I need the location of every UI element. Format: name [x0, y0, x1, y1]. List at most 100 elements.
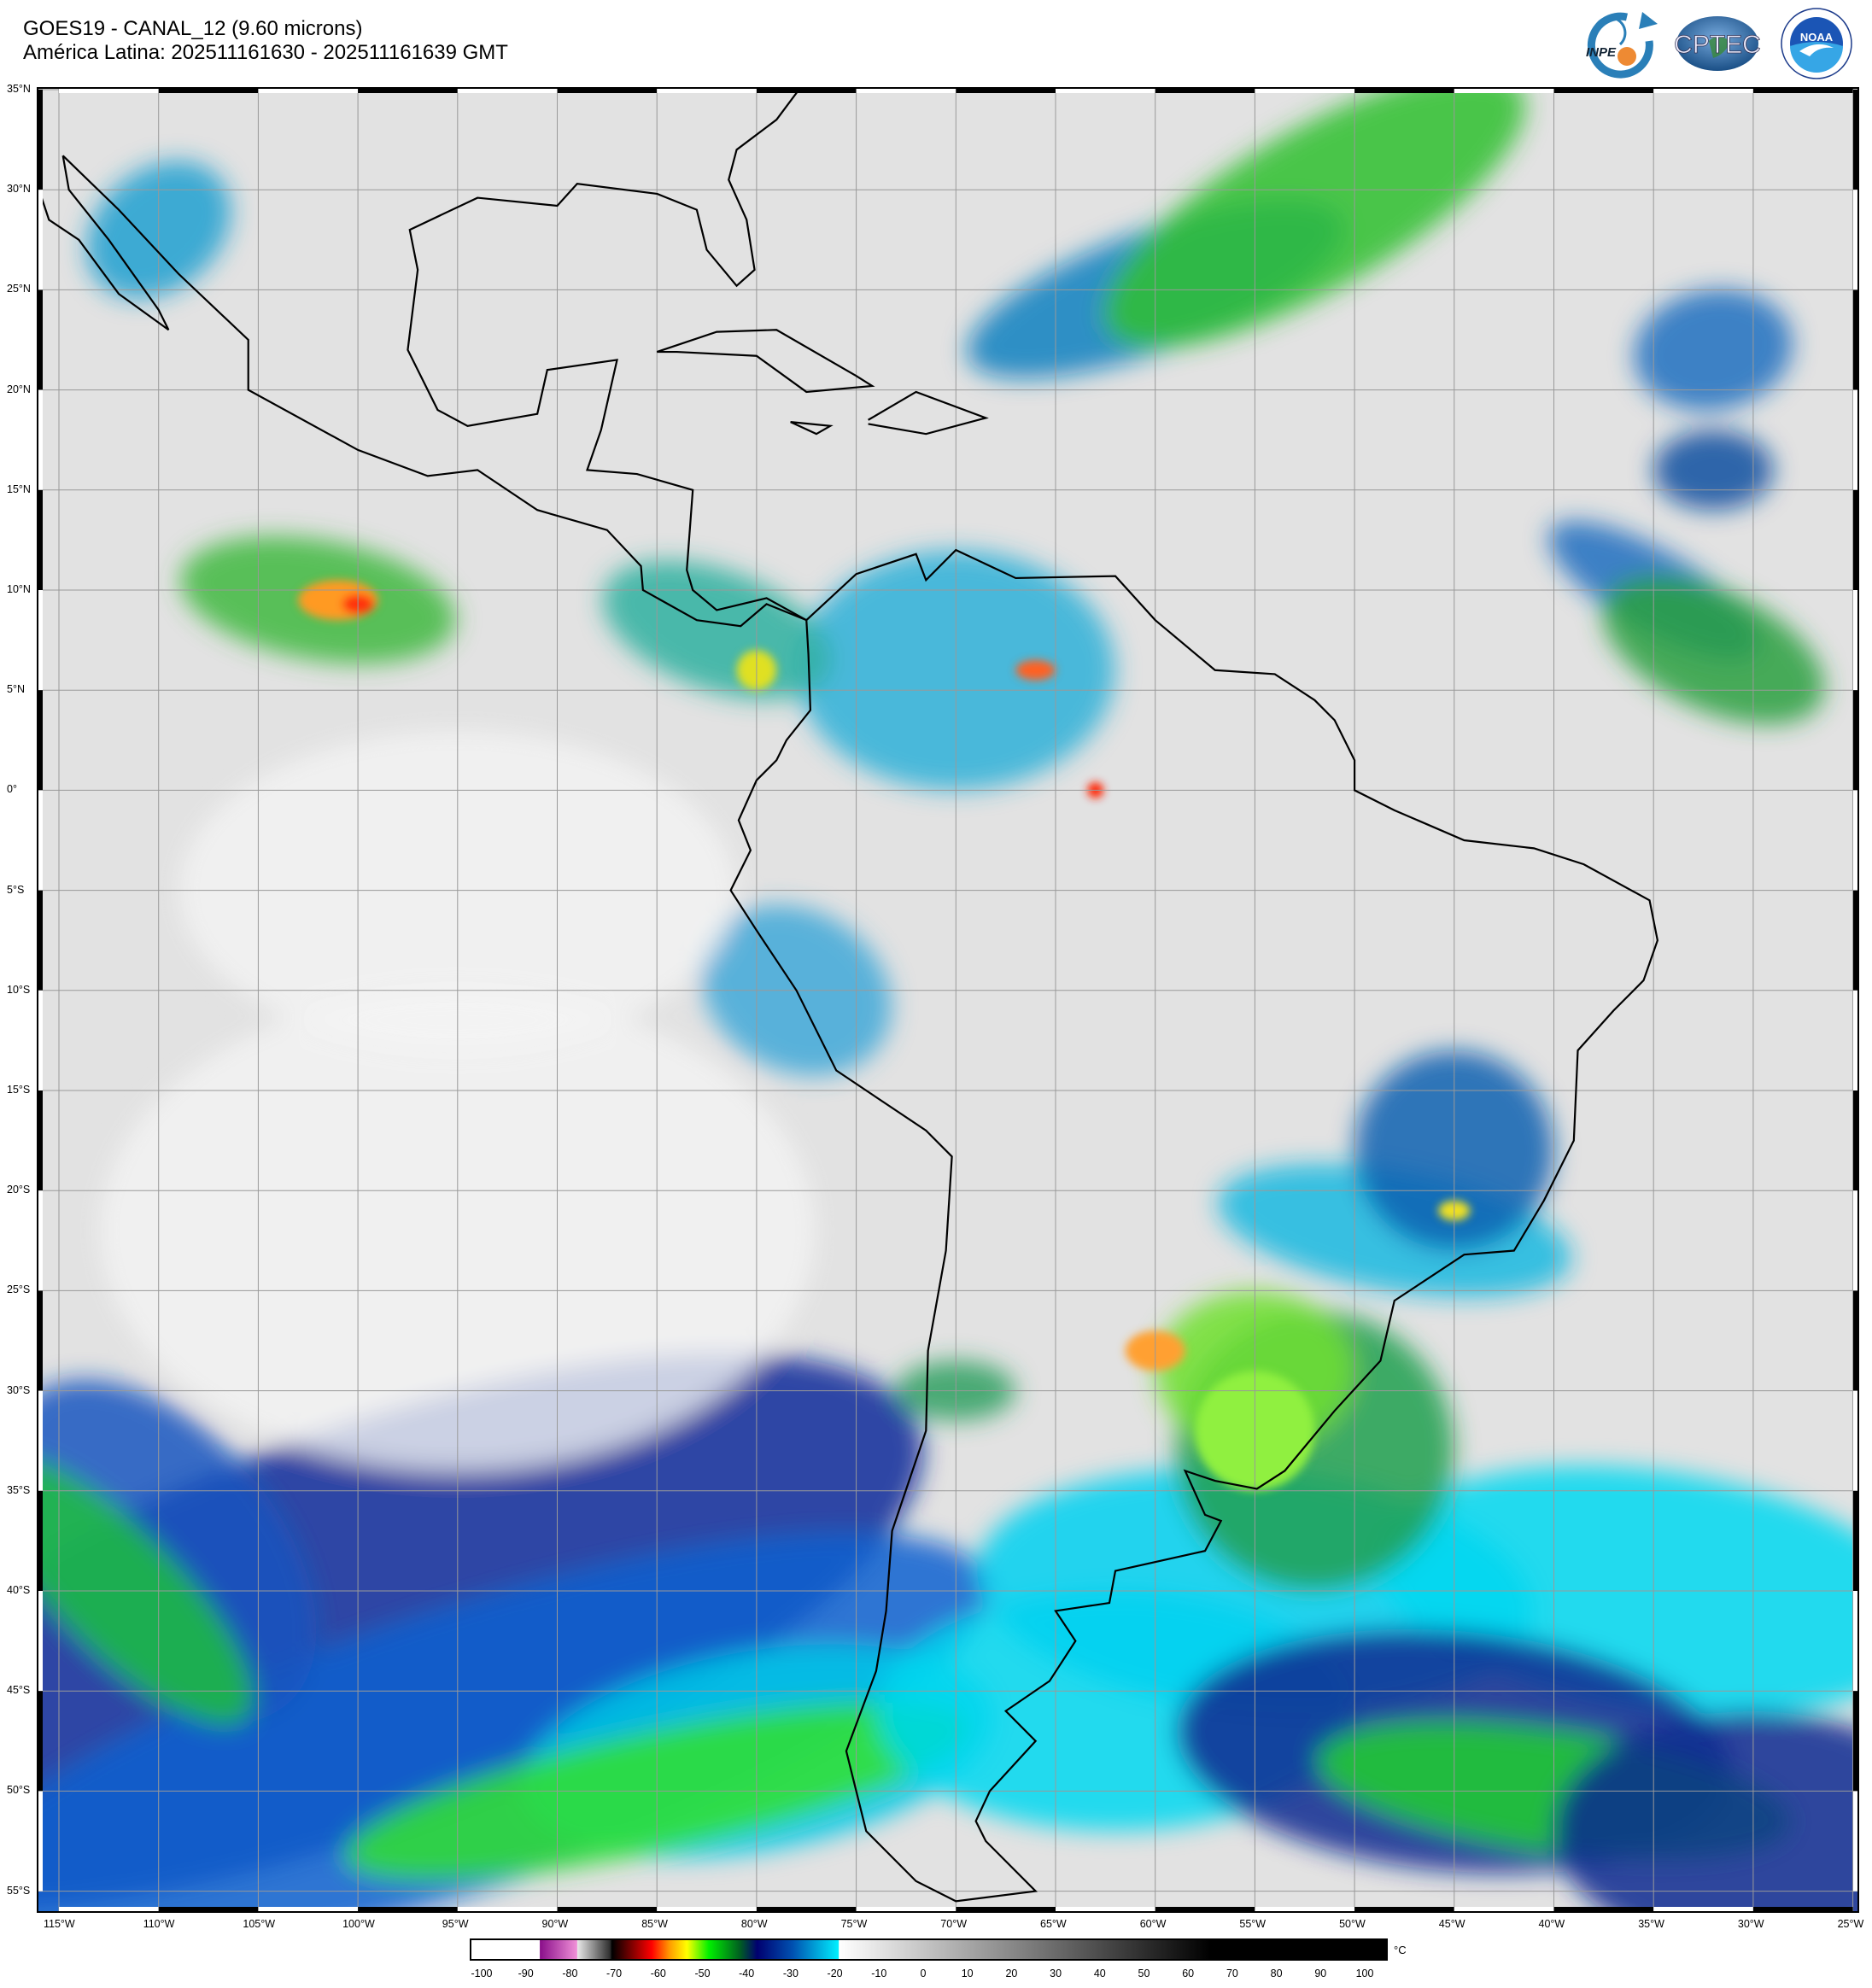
latitude-label: 30°S [7, 1383, 31, 1396]
frame-tick-right [1853, 289, 1858, 390]
frame-tick-right [1853, 90, 1858, 190]
inpe-logo: INPE [1586, 12, 1658, 79]
longitude-label: 35°W [1638, 1918, 1664, 1930]
coastline [656, 329, 875, 394]
coastline [790, 421, 834, 436]
frame-tick-left [38, 790, 43, 891]
colorbar-tick-label: -50 [694, 1968, 711, 1979]
frame-tick-top [1653, 88, 1753, 93]
latitude-label: 0° [7, 783, 17, 796]
colorbar-tick-label: 0 [920, 1968, 927, 1979]
longitude-label: 65°W [1040, 1918, 1067, 1930]
frame-tick-left [38, 1290, 43, 1391]
frame-tick-bottom [1354, 1907, 1454, 1912]
colorbar [470, 1938, 1388, 1961]
colorbar-tick-label: -60 [650, 1968, 666, 1979]
frame-tick-right [1853, 990, 1858, 1090]
frame-tick-right [1853, 1691, 1858, 1792]
longitude-label: 60°W [1139, 1918, 1167, 1930]
frame-tick-bottom [258, 1907, 359, 1912]
frame-tick-right [1853, 590, 1858, 691]
latitude-label: 35°S [7, 1483, 31, 1496]
latitude-label: 10°S [7, 983, 31, 996]
frame-tick-right [1853, 1290, 1858, 1391]
colorbar-tick-label: -30 [782, 1968, 799, 1979]
latitude-label: 25°S [7, 1283, 31, 1296]
map-frame [37, 87, 1859, 1913]
colorbar-unit: °C [1394, 1944, 1407, 1956]
longitude-label: 85°W [641, 1918, 668, 1930]
svg-text:NOAA: NOAA [1800, 31, 1834, 44]
frame-tick-bottom [1454, 1907, 1554, 1912]
frame-tick-left [38, 1591, 43, 1692]
title-line-2: América Latina: 202511161630 - 202511161… [23, 41, 508, 64]
cloud-mass [1103, 88, 1526, 348]
longitude-label: 40°W [1538, 1918, 1565, 1930]
frame-tick-top [557, 88, 658, 93]
frame-tick-top [158, 88, 259, 93]
frame-tick-left [38, 1691, 43, 1792]
convective-core [1015, 660, 1056, 681]
cloud-mass [1553, 1710, 1858, 1912]
frame-tick-right [1853, 1791, 1858, 1892]
latitude-label: 5°N [7, 683, 25, 696]
frame-tick-top [1553, 88, 1654, 93]
frame-tick-left [38, 1791, 43, 1892]
frame-tick-bottom [1056, 1907, 1155, 1912]
longitude-label: 50°W [1339, 1918, 1366, 1930]
frame-tick-bottom [956, 1907, 1056, 1912]
frame-tick-top [856, 88, 956, 93]
frame-tick-right [1853, 1390, 1858, 1491]
frame-tick-top [1056, 88, 1155, 93]
latitude-label: 20°N [7, 383, 31, 395]
frame-tick-left [38, 489, 43, 590]
longitude-label: 30°W [1737, 1918, 1764, 1930]
colorbar-tick-label: 100 [1355, 1968, 1374, 1979]
frame-tick-right [1853, 690, 1858, 791]
colorbar-tick-label: 60 [1182, 1968, 1195, 1979]
frame-tick-top [358, 88, 458, 93]
longitude-label: 75°W [840, 1918, 868, 1930]
frame-tick-top [657, 88, 757, 93]
frame-tick-top [457, 88, 558, 93]
frame-tick-left [38, 690, 43, 791]
frame-tick-top [1255, 88, 1355, 93]
colorbar-tick-label: 40 [1093, 1968, 1106, 1979]
frame-tick-left [38, 1190, 43, 1291]
frame-tick-right [1853, 1190, 1858, 1291]
colorbar-tick-label: 20 [1005, 1968, 1018, 1979]
title-line-1: GOES19 - CANAL_12 (9.60 microns) [23, 17, 363, 40]
latitude-label: 25°N [7, 283, 31, 295]
frame-tick-top [956, 88, 1056, 93]
colorbar-tick-label: -90 [518, 1968, 534, 1979]
frame-tick-left [38, 1390, 43, 1491]
colorbar-tick-label: -40 [739, 1968, 755, 1979]
longitude-label: 115°W [44, 1918, 75, 1930]
frame-tick-left [38, 1490, 43, 1591]
longitude-label: 25°W [1837, 1918, 1864, 1930]
longitude-label: 45°W [1438, 1918, 1465, 1930]
longitude-label: 105°W [243, 1918, 276, 1930]
frame-tick-bottom [1653, 1907, 1753, 1912]
frame-tick-right [1853, 1591, 1858, 1692]
frame-tick-left [38, 590, 43, 691]
frame-tick-bottom [59, 1907, 159, 1912]
frame-tick-left [38, 389, 43, 490]
latitude-label: 15°S [7, 1084, 31, 1096]
frame-tick-top [1155, 88, 1255, 93]
latitude-label: 15°N [7, 482, 31, 495]
frame-tick-right [1853, 1490, 1858, 1591]
frame-tick-bottom [557, 1907, 658, 1912]
frame-tick-right [1853, 389, 1858, 490]
frame-tick-left [38, 190, 43, 290]
colorbar-tick-label: 50 [1138, 1968, 1150, 1979]
frame-tick-top [1354, 88, 1454, 93]
colorbar-tick-label: -10 [871, 1968, 887, 1979]
frame-tick-right [1853, 190, 1858, 290]
colorbar-tick-label: 30 [1050, 1968, 1062, 1979]
frame-tick-bottom [1255, 1907, 1355, 1912]
frame-tick-bottom [1752, 1907, 1853, 1912]
frame-tick-right [1853, 790, 1858, 891]
frame-tick-left [38, 1090, 43, 1191]
